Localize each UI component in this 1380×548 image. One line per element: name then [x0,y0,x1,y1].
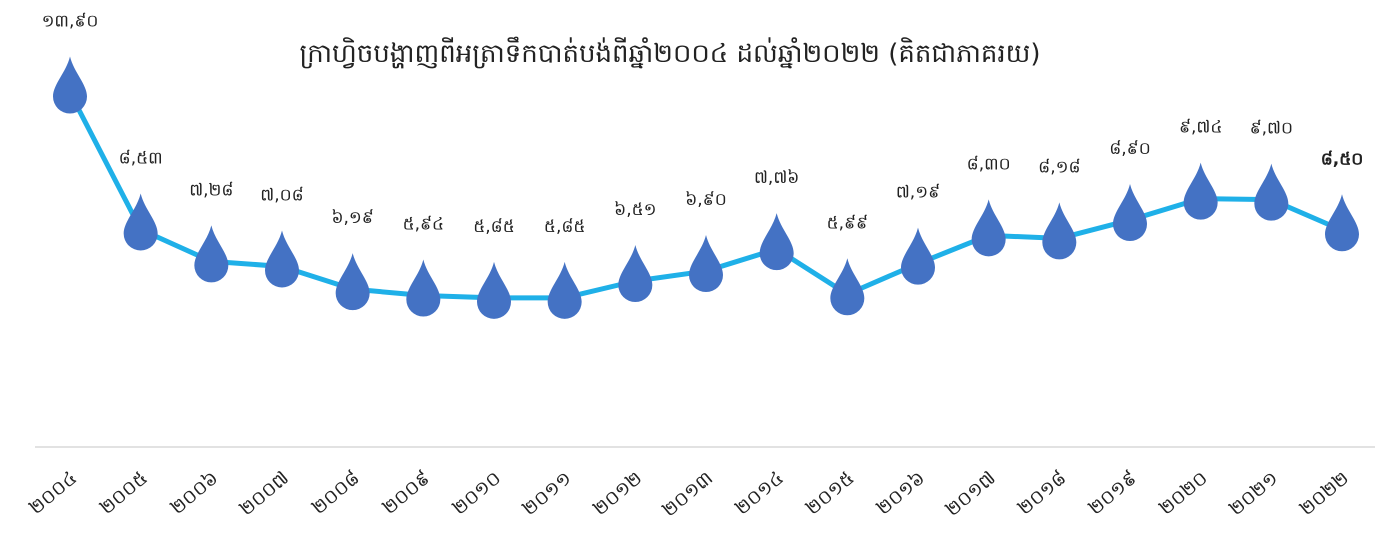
x-tick-label: ២០២០ [1155,467,1212,520]
drop-marker [901,227,935,285]
x-tick-label: ២០០៩ [378,467,434,519]
x-tick-label: ២០១៨ [1014,467,1071,520]
x-tick-label: ២០២១ [1225,467,1282,520]
data-label: ៥,៩៤ [403,215,445,235]
drop-marker [477,261,511,319]
drop-marker [689,235,723,293]
drop-marker [1254,163,1289,221]
drop-marker [1113,184,1147,242]
x-tick-label: ២០០៥ [96,467,152,519]
data-label: ៨,៥០ [1321,149,1364,169]
x-tick-label: ២០០៦ [166,467,222,519]
data-label: ៦,៩០ [685,190,727,210]
x-tick-label: ២០១០ [448,467,505,520]
x-tick-label: ២០១៩ [1084,467,1141,520]
data-label: ៥,៩៩ [827,213,869,233]
drop-marker [1183,162,1218,220]
data-label: ៧,០៨ [260,185,303,205]
data-label: ៨,៥៣ [119,148,163,168]
data-label: ៦,១៩ [331,208,373,228]
x-tick-label: ២០១៣ [658,467,717,521]
drop-marker [759,213,794,271]
data-label: ១៣,៩០ [42,12,99,32]
data-label: ៧,៧៦ [754,168,799,188]
x-tick-label: ២០១៥ [802,467,859,520]
x-tick-label: ២០០៨ [308,467,364,519]
data-label: ៧,១៩ [896,183,940,203]
x-tick-label: ២០២២ [1296,467,1353,520]
drop-marker [194,225,229,283]
drop-marker [406,259,441,317]
x-tick-label: ២០១២ [589,467,646,520]
data-label: ៩,៧៤ [1179,118,1222,138]
drop-marker [265,230,299,288]
data-label: ៨,៣០ [967,154,1011,174]
data-label: ៨,១៨ [1038,157,1080,177]
data-label: ៧,២៨ [189,180,233,200]
x-tick-label: ២០០៤ [25,467,81,519]
data-label: ៦,៥១ [614,200,656,220]
x-tick-label: ២០១៧ [941,467,999,521]
drop-marker [618,244,653,302]
chart-title: ក្រាហ្វិចបង្ហាញពីអត្រាទឹកបាត់បង់ពីឆ្នាំ២… [299,36,1040,69]
drop-marker [830,258,865,316]
data-label: ៨,៩០ [1109,139,1151,159]
drop-marker [335,253,370,311]
drop-marker [123,193,158,251]
data-label: ៩,៧០ [1250,119,1293,139]
data-label: ៥,៨៥ [473,217,515,237]
drop-marker [1325,194,1359,252]
x-tick-label: ២០០៧ [236,467,294,520]
x-tick-label: ២០១១ [518,467,575,520]
x-tick-label: ២០១៤ [731,467,788,520]
x-tick-label: ២០១៦ [872,467,929,520]
drop-marker [971,199,1006,257]
drop-marker [1042,202,1077,260]
drop-marker [53,56,87,114]
drop-marker [547,261,582,319]
data-label: ៥,៨៥ [544,217,586,237]
